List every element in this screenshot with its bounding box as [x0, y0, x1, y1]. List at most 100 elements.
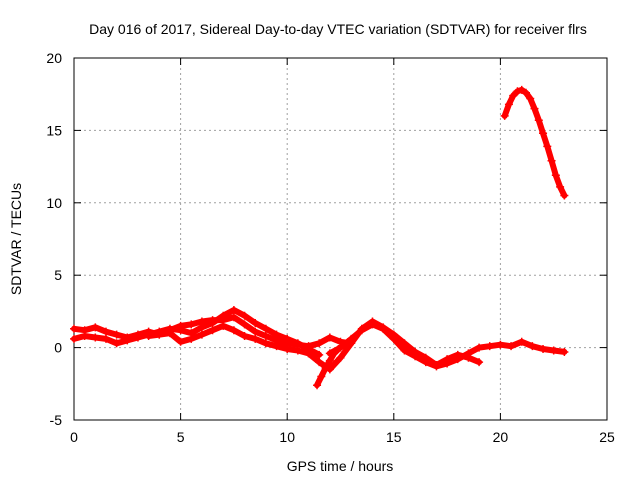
data-point [240, 320, 249, 329]
data-point [543, 142, 552, 151]
x-tick-label: 5 [177, 429, 185, 445]
data-point [91, 333, 100, 342]
data-point [315, 350, 324, 359]
data-point [534, 116, 543, 125]
x-axis-label: GPS time / hours [287, 458, 394, 474]
data-point [421, 358, 430, 367]
series-4 [325, 320, 569, 371]
data-point [240, 311, 249, 320]
x-tick-label: 25 [599, 429, 615, 445]
data-point [187, 334, 196, 343]
data-point [112, 339, 121, 348]
data-point [317, 372, 326, 381]
data-point [475, 358, 484, 367]
data-point [357, 326, 366, 335]
data-point [453, 355, 462, 364]
data-point [176, 337, 185, 346]
x-tick-label: 20 [493, 429, 509, 445]
data-point [123, 336, 132, 345]
x-tick-labels: 0 5 10 15 20 25 [70, 429, 615, 445]
y-tick-label: 5 [54, 267, 62, 283]
y-tick-label: -5 [50, 412, 63, 428]
y-tick-label: 10 [46, 195, 62, 211]
data-point [313, 381, 322, 390]
x-tick-label: 0 [70, 429, 78, 445]
data-point [560, 191, 569, 200]
data-point [283, 334, 292, 343]
data-point [507, 342, 516, 351]
data-point [112, 330, 121, 339]
data-point [432, 362, 441, 371]
data-point [315, 339, 324, 348]
data-point [283, 345, 292, 354]
data-point [293, 339, 302, 348]
data-point [325, 333, 334, 342]
data-point [400, 346, 409, 355]
data-point [229, 326, 238, 335]
data-point [91, 323, 100, 332]
data-point [530, 104, 539, 113]
data-point [379, 324, 388, 333]
data-point [261, 339, 270, 348]
data-point [240, 332, 249, 341]
y-axis-label: SDTVAR / TECUs [8, 183, 24, 295]
data-point [155, 330, 164, 339]
data-point [521, 88, 530, 97]
data-point [101, 327, 110, 336]
data-point [251, 318, 260, 327]
data-point [261, 324, 270, 333]
data-point [208, 318, 217, 327]
data-point [330, 349, 339, 358]
data-point [443, 359, 452, 368]
plot-frame [73, 57, 608, 421]
data-point [517, 85, 526, 94]
data-point [334, 345, 343, 354]
data-point [208, 326, 217, 335]
data-point [389, 334, 398, 343]
data-point [315, 358, 324, 367]
data-point [547, 156, 556, 165]
data-point [229, 313, 238, 322]
series-6 [500, 85, 569, 200]
grid-lines [74, 58, 607, 420]
y-tick-label: 20 [46, 50, 62, 66]
data-point [509, 91, 518, 100]
data-point [293, 346, 302, 355]
data-point [229, 305, 238, 314]
chart-title: Day 016 of 2017, Sidereal Day-to-day VTE… [89, 21, 587, 37]
data-point [513, 87, 522, 96]
data-point [517, 337, 526, 346]
data-point [187, 320, 196, 329]
data-point [321, 363, 330, 372]
data-point [475, 343, 484, 352]
data-point [528, 342, 537, 351]
data-point [325, 356, 334, 365]
y-tick-labels: -5 0 5 10 15 20 [46, 50, 62, 428]
data-point [485, 342, 494, 351]
data-point [500, 111, 509, 120]
data-point [526, 94, 535, 103]
data-point [272, 330, 281, 339]
data-point [556, 182, 565, 191]
data-point [551, 171, 560, 180]
data-point [219, 311, 228, 320]
data-point [101, 334, 110, 343]
data-point [70, 334, 78, 343]
data-point [165, 329, 174, 338]
data-point [464, 349, 473, 358]
data-point [272, 342, 281, 351]
data-point [539, 129, 548, 138]
data-point [261, 332, 270, 341]
data-point [133, 333, 142, 342]
x-tick-label: 10 [279, 429, 295, 445]
series-5 [313, 345, 343, 390]
data-series [70, 85, 569, 390]
data-point [496, 340, 505, 349]
data-point [560, 347, 569, 356]
data-point [504, 100, 513, 109]
data-point [411, 352, 420, 361]
data-point [251, 334, 260, 343]
data-point [197, 323, 206, 332]
data-point [347, 334, 356, 343]
